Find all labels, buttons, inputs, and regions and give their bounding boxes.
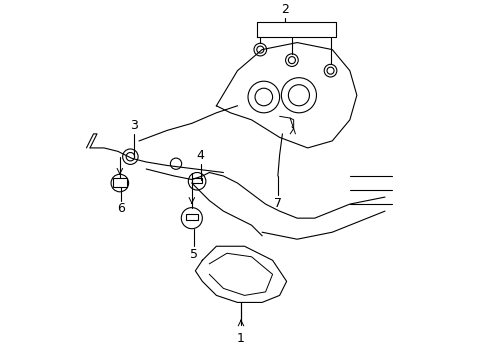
Text: 2: 2 xyxy=(281,3,288,16)
Text: 7: 7 xyxy=(273,197,281,210)
FancyBboxPatch shape xyxy=(191,178,202,183)
Text: 5: 5 xyxy=(189,248,197,261)
Text: 6: 6 xyxy=(117,202,124,215)
Text: 3: 3 xyxy=(130,119,138,132)
FancyBboxPatch shape xyxy=(185,213,198,220)
Text: 1: 1 xyxy=(237,332,244,345)
FancyBboxPatch shape xyxy=(113,179,126,187)
Text: 4: 4 xyxy=(196,149,204,162)
